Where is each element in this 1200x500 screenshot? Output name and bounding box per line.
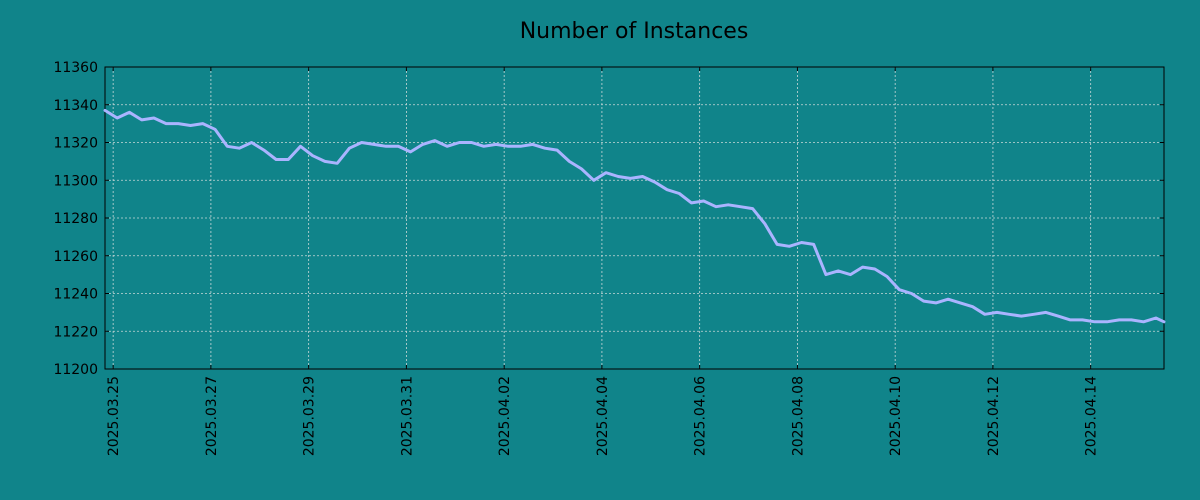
y-tick-label: 11200 (53, 362, 98, 378)
x-tick-label: 2025.04.04 (595, 376, 611, 456)
y-tick-label: 11340 (53, 98, 98, 114)
y-tick-label: 11260 (53, 249, 98, 265)
grid-lines (105, 67, 1164, 369)
x-tick-label: 2025.04.06 (693, 376, 709, 456)
x-tick-label: 2025.03.27 (204, 376, 220, 456)
series-line (103, 108, 1166, 324)
x-tick-label: 2025.04.02 (497, 376, 513, 456)
x-tick-label: 2025.03.29 (302, 376, 318, 456)
chart-title: Number of Instances (520, 19, 749, 44)
x-tick-label: 2025.03.25 (106, 376, 122, 456)
x-tick-label: 2025.04.08 (790, 376, 806, 456)
x-axis: 2025.03.25 2025.03.27 2025.03.29 2025.03.31… (106, 67, 1100, 456)
y-axis: 11200 11220 11240 11260 11280 11300 11320 11340… (53, 60, 1164, 378)
y-tick-label: 11240 (53, 287, 98, 303)
x-tick-label: 2025.04.12 (986, 376, 1002, 456)
y-tick-label: 11320 (53, 136, 98, 152)
x-tick-label: 2025.03.31 (399, 376, 415, 456)
x-tick-label: 2025.04.10 (888, 376, 904, 456)
y-tick-label: 11300 (53, 173, 98, 189)
x-tick-label: 2025.04.14 (1084, 376, 1100, 456)
y-tick-label: 11280 (53, 211, 98, 227)
y-tick-label: 11360 (53, 60, 98, 76)
y-tick-label: 11220 (53, 324, 98, 340)
